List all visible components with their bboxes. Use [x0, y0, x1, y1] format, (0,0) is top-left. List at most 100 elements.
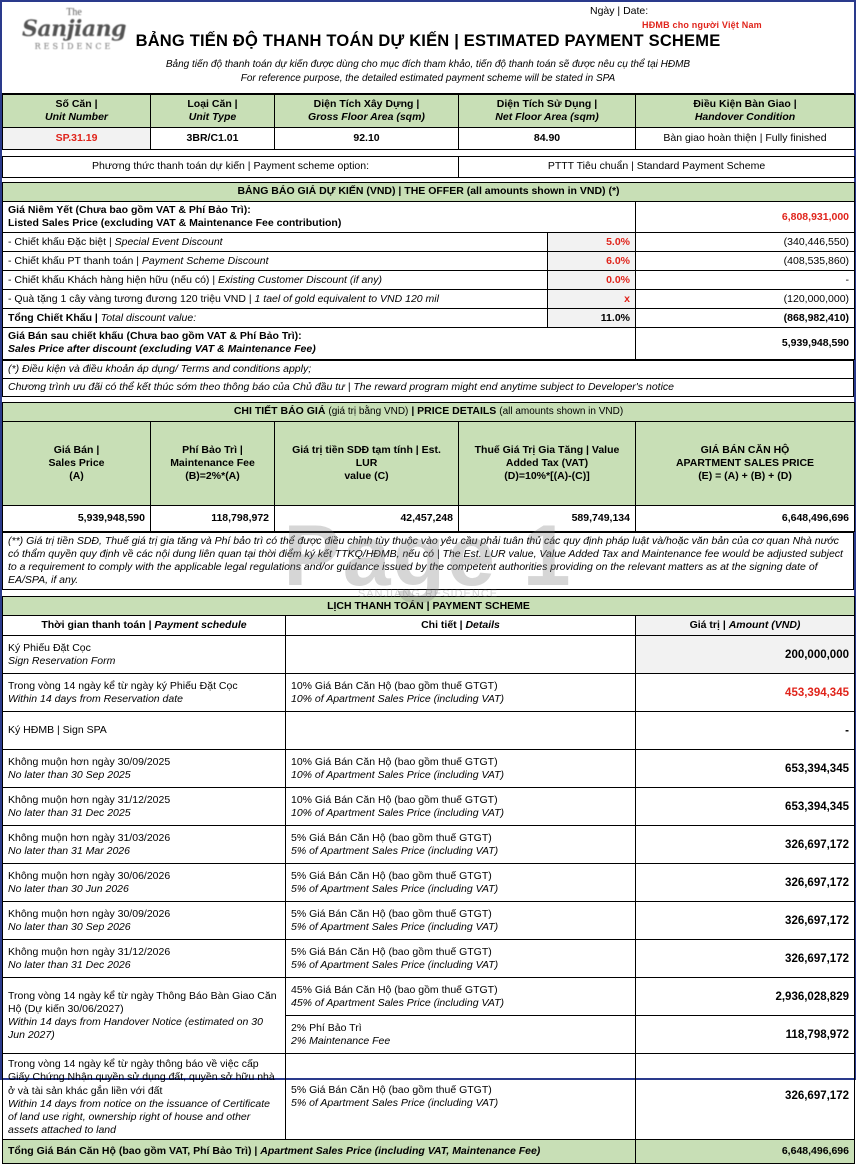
subtitle-english: For reference purpose, the detailed esti…	[240, 73, 616, 84]
offer-note-1: (*) Điều kiện và điều khoản áp dụng/ Ter…	[2, 359, 854, 379]
sales-price-after-discount-label: Giá Bán sau chiết khấu (Chưa bao gồm VAT…	[2, 327, 636, 360]
price-details-header-row: Giá Bán | Sales Price (A) Phí Bảo Trì | …	[2, 420, 856, 506]
detail-cell: 2% Phí Bảo Trì 2% Maintenance Fee	[285, 1015, 636, 1055]
discount-amount-existing-customer: -	[634, 270, 856, 291]
value-lur: 42,457,248	[274, 504, 459, 532]
grand-total-label: Tổng Giá Bán Căn Hộ (bao gồm VAT, Phí Bả…	[2, 1139, 636, 1164]
discount-label-special-event: - Chiết khấu Đặc biệt | Special Event Di…	[2, 232, 548, 253]
col-header-apartment-sales-price: GIÁ BÁN CĂN HỘ APARTMENT SALES PRICE (E)…	[634, 420, 856, 506]
total-discount-row: Tổng Chiết Khấu | Total discount value: …	[2, 308, 856, 329]
detail-cell: 5% Giá Bán Căn Hộ (bao gồm thuế GTGT) 5%…	[285, 825, 636, 865]
payment-scheme-band-title: LỊCH THANH TOÁN | PAYMENT SCHEME	[2, 596, 855, 617]
value-sales-price: 5,939,948,590	[2, 504, 151, 532]
date-block: Ngày | Date: HĐMB cho người Việt Nam	[590, 5, 840, 30]
table-row: Không muộn hơn ngày 31/12/2026 No later …	[2, 939, 855, 979]
schedule-cell: Không muộn hơn ngày 31/12/2026 No later …	[2, 939, 286, 979]
offer-band-header-row: BẢNG BÁO GIÁ DỰ KIẾN (VND) | THE OFFER (…	[1, 182, 856, 202]
col-header-sales-price: Giá Bán | Sales Price (A)	[2, 420, 151, 506]
detail-cell: 45% Giá Bán Căn Hộ (bao gồm thuế GTGT) 4…	[285, 977, 636, 1017]
discount-pct-payment-scheme: 6.0%	[547, 251, 636, 272]
schedule-cell-certificate: Trong vòng 14 ngày kể từ ngày thông báo …	[2, 1053, 286, 1140]
payment-scheme-option-table: Phương thức thanh toán dự kiến | Payment…	[2, 156, 855, 178]
table-row: Ký Phiếu Đặt Cọc Sign Reservation Form 2…	[2, 635, 855, 675]
price-details-value-row: 5,939,948,590 118,798,972 42,457,248 589…	[2, 504, 856, 532]
handover-condition-value: Bàn giao hoàn thiện | Fully finished	[635, 127, 855, 150]
logo-the-text: The	[66, 7, 82, 18]
schedule-cell: Không muộn hơn ngày 30/06/2026 No later …	[2, 863, 286, 903]
col-header-lur-value: Giá trị tiền SDĐ tạm tính | Est. LUR val…	[274, 420, 459, 506]
amount-cell: 326,697,172	[635, 863, 855, 903]
payment-scheme-option-label: Phương thức thanh toán dự kiến | Payment…	[2, 156, 459, 178]
listed-price-label: Giá Niêm Yết (Chưa bao gồm VAT & Phí Bảo…	[2, 200, 636, 234]
col-header-maintenance-fee: Phí Bảo Trì | Maintenance Fee (B)=2%*(A)	[150, 420, 275, 506]
discount-amount-gold-gift: (120,000,000)	[634, 289, 856, 310]
schedule-cell: Không muộn hơn ngày 30/09/2025 No later …	[2, 749, 286, 789]
value-maintenance-fee: 118,798,972	[150, 504, 275, 532]
schedule-cell: Ký Phiếu Đặt Cọc Sign Reservation Form	[2, 635, 286, 675]
price-details-band-title: CHI TIẾT BÁO GIÁ (giá trị bằng VND) | PR…	[1, 401, 856, 422]
detail-cell: 5% Giá Bán Căn Hộ (bao gồm thuế GTGT) 5%…	[285, 863, 636, 903]
schedule-cell: Không muộn hơn ngày 31/12/2025 No later …	[2, 787, 286, 827]
discount-pct-gold-gift: x	[547, 289, 636, 310]
price-details-footnote-row: (**) Giá trị tiền SDĐ, Thuế giá trị gia …	[2, 531, 854, 591]
price-details-table: CHI TIẾT BÁO GIÁ (giá trị bằng VND) | PR…	[1, 401, 856, 532]
value-vat: 589,749,134	[458, 504, 636, 532]
offer-table: BẢNG BÁO GIÁ DỰ KIẾN (VND) | THE OFFER (…	[1, 182, 856, 360]
schedule-cell: Ký HĐMB | Sign SPA	[2, 711, 286, 751]
amount-cell: 200,000,000	[635, 635, 855, 675]
payment-scheme-option-value: PTTT Tiêu chuẩn | Standard Payment Schem…	[458, 156, 855, 178]
discount-amount-special-event: (340,446,550)	[634, 232, 856, 253]
payment-scheme-band-header-row: LỊCH THANH TOÁN | PAYMENT SCHEME	[2, 596, 855, 617]
table-row: Không muộn hơn ngày 30/09/2026 No later …	[2, 901, 855, 941]
detail-cell	[285, 711, 636, 751]
schedule-cell: Không muộn hơn ngày 31/03/2026 No later …	[2, 825, 286, 865]
discount-label-gold-gift: - Quà tặng 1 cây vàng tương đương 120 tr…	[2, 289, 548, 310]
price-details-band-header-row: CHI TIẾT BÁO GIÁ (giá trị bằng VND) | PR…	[1, 401, 856, 422]
date-label: Ngày | Date:	[590, 5, 649, 17]
table-row: Trong vòng 14 ngày kể từ ngày thông báo …	[2, 1053, 855, 1140]
grand-total-row: Tổng Giá Bán Căn Hộ (bao gồm VAT, Phí Bả…	[2, 1139, 855, 1164]
value-apartment-sales-price: 6,648,496,696	[634, 504, 856, 532]
table-row: Trong vòng 14 ngày kể từ ngày Thông Báo …	[2, 977, 855, 1055]
unit-info-table: Số Căn | Unit Number Loại Căn | Unit Typ…	[2, 94, 855, 150]
table-row: Ký HĐMB | Sign SPA -	[2, 711, 855, 751]
table-row: Không muộn hơn ngày 30/09/2025 No later …	[2, 749, 855, 789]
schedule-cell: Trong vòng 14 ngày kể từ ngày ký Phiếu Đ…	[2, 673, 286, 713]
table-row: Trong vòng 14 ngày kể từ ngày ký Phiếu Đ…	[2, 673, 855, 713]
amount-cell: 326,697,172	[635, 1053, 855, 1140]
schedule-cell: Không muộn hơn ngày 30/09/2026 No later …	[2, 901, 286, 941]
offer-note-row-1: (*) Điều kiện và điều khoản áp dụng/ Ter…	[2, 359, 854, 379]
discount-row-payment-scheme: - Chiết khấu PT thanh toán | Payment Sch…	[2, 251, 856, 272]
table-row: Không muộn hơn ngày 31/12/2025 No later …	[2, 787, 855, 827]
col-header-amount: Giá trị | Amount (VND)	[635, 615, 855, 637]
payment-scheme-option-row: Phương thức thanh toán dự kiến | Payment…	[2, 156, 855, 178]
discount-label-existing-customer: - Chiết khấu Khách hàng hiện hữu (nếu có…	[2, 270, 548, 291]
discount-label-payment-scheme: - Chiết khấu PT thanh toán | Payment Sch…	[2, 251, 548, 272]
detail-cell: 5% Giá Bán Căn Hộ (bao gồm thuế GTGT) 5%…	[285, 939, 636, 979]
col-header-payment-schedule: Thời gian thanh toán | Payment schedule	[2, 615, 286, 637]
gross-floor-area-header: Diện Tích Xây Dựng | Gross Floor Area (s…	[274, 94, 459, 128]
document-header: The Sanjiang RESIDENCE Ngày | Date: HĐMB…	[2, 2, 854, 94]
net-floor-area-value: 84.90	[458, 127, 636, 150]
offer-note-row-2: Chương trình ưu đãi có thể kết thúc sớm …	[2, 377, 854, 397]
offer-band-title: BẢNG BÁO GIÁ DỰ KIẾN (VND) | THE OFFER (…	[1, 182, 856, 202]
discount-row-existing-customer: - Chiết khấu Khách hàng hiện hữu (nếu có…	[2, 270, 856, 291]
amount-cell: 326,697,172	[635, 939, 855, 979]
col-header-details: Chi tiết | Details	[285, 615, 636, 637]
amount-cell: -	[635, 711, 855, 751]
net-floor-area-header: Diện Tích Sử Dụng | Net Floor Area (sqm)	[458, 94, 636, 128]
total-discount-label: Tổng Chiết Khấu | Total discount value:	[2, 308, 548, 329]
contract-type-note: HĐMB cho người Việt Nam	[642, 20, 762, 30]
unit-type-header: Loại Căn | Unit Type	[150, 94, 275, 128]
schedule-cell-handover: Trong vòng 14 ngày kể từ ngày Thông Báo …	[2, 977, 286, 1055]
price-details-footnote-table: (**) Giá trị tiền SDĐ, Thuế giá trị gia …	[2, 531, 854, 591]
amount-cell: 326,697,172	[635, 825, 855, 865]
amount-cell: 118,798,972	[635, 1015, 855, 1055]
discount-pct-existing-customer: 0.0%	[547, 270, 636, 291]
logo-name-text: Sanjiang	[21, 16, 127, 42]
detail-cell: 10% Giá Bán Căn Hộ (bao gồm thuế GTGT) 1…	[285, 673, 636, 713]
detail-cell: 10% Giá Bán Căn Hộ (bao gồm thuế GTGT) 1…	[285, 787, 636, 827]
col-header-vat: Thuế Giá Trị Gia Tăng | Value Added Tax …	[458, 420, 636, 506]
price-details-footnote: (**) Giá trị tiền SDĐ, Thuế giá trị gia …	[2, 531, 854, 591]
